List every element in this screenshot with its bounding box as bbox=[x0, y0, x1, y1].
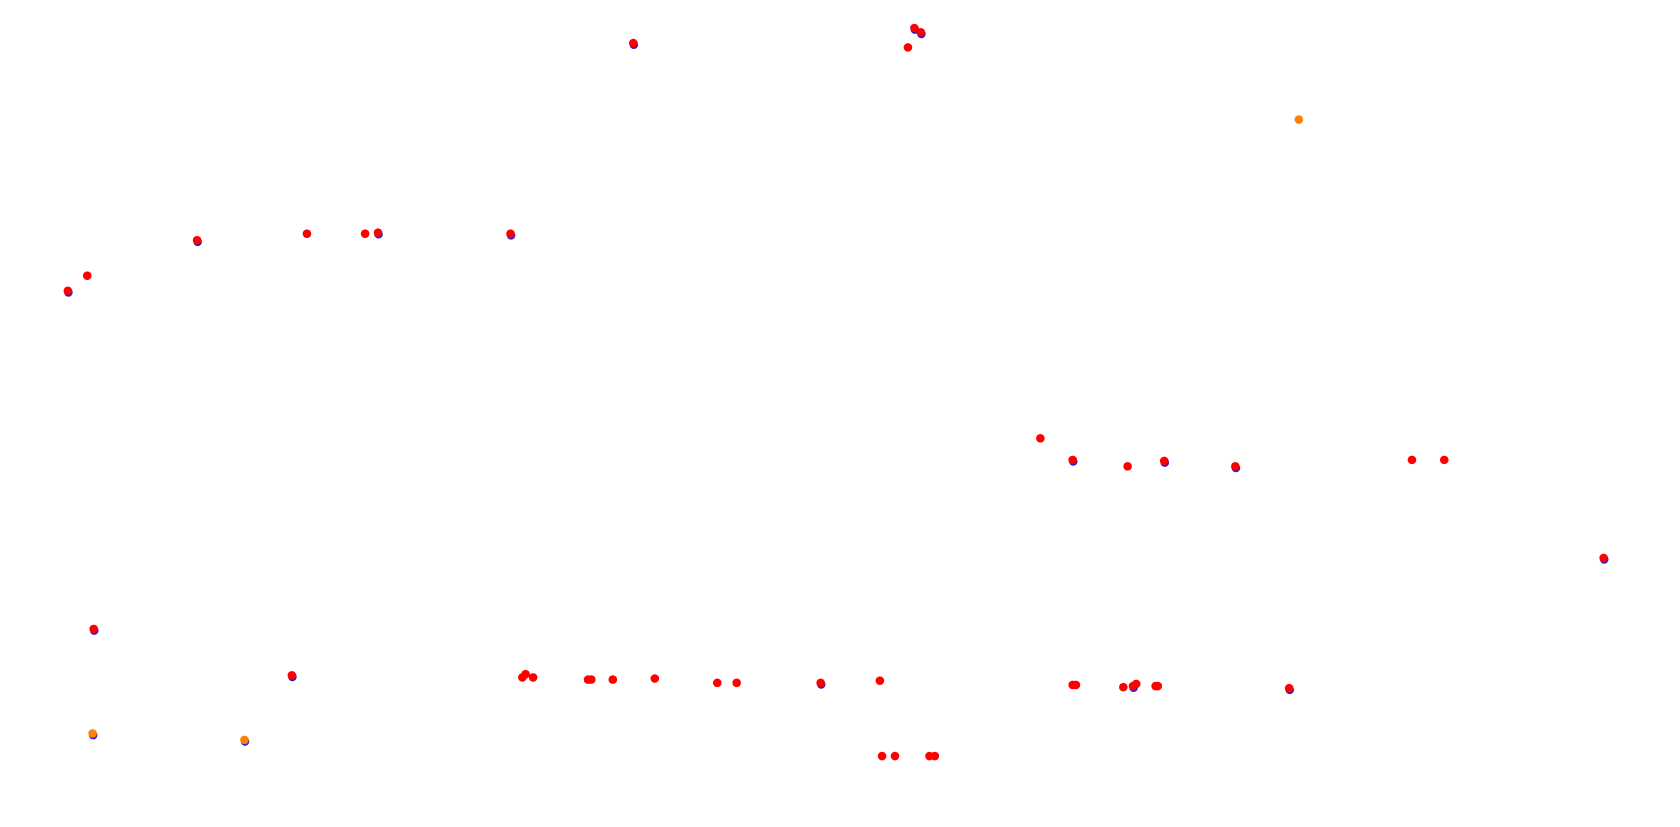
dot bbox=[903, 43, 913, 52]
dot bbox=[732, 678, 741, 688]
dot bbox=[1153, 681, 1163, 691]
dot bbox=[1119, 682, 1128, 692]
dot bbox=[586, 675, 596, 684]
dot bbox=[930, 751, 940, 761]
dot bbox=[63, 286, 73, 296]
dot bbox=[373, 228, 383, 237]
dot bbox=[712, 678, 722, 688]
dot bbox=[287, 670, 297, 680]
dot bbox=[192, 235, 202, 245]
dot bbox=[1123, 462, 1132, 471]
dot bbox=[360, 229, 370, 239]
dot bbox=[1036, 434, 1045, 443]
dot bbox=[875, 676, 885, 685]
dot bbox=[1159, 456, 1169, 466]
dot bbox=[1068, 455, 1077, 465]
dot bbox=[82, 271, 92, 281]
dot bbox=[890, 751, 900, 761]
dot bbox=[240, 735, 249, 745]
dot bbox=[1407, 455, 1417, 465]
dot bbox=[650, 674, 660, 683]
dot bbox=[916, 28, 926, 37]
dot bbox=[1294, 115, 1304, 124]
dot bbox=[910, 23, 919, 33]
dot bbox=[816, 678, 825, 688]
dot bbox=[1131, 679, 1141, 689]
dot bbox=[1231, 462, 1240, 471]
dot bbox=[506, 229, 515, 239]
dot bbox=[1439, 455, 1449, 465]
dot bbox=[302, 229, 312, 239]
dot bbox=[1071, 680, 1081, 690]
dot bbox=[89, 624, 99, 634]
dot bbox=[877, 751, 887, 761]
dot bbox=[628, 38, 638, 48]
dot bbox=[1284, 683, 1294, 693]
dot bbox=[88, 729, 97, 738]
dot bbox=[1599, 553, 1608, 563]
dot bbox=[521, 669, 530, 679]
dot bbox=[608, 675, 618, 684]
dot bbox=[528, 673, 538, 682]
dot-layer bbox=[63, 23, 1609, 761]
